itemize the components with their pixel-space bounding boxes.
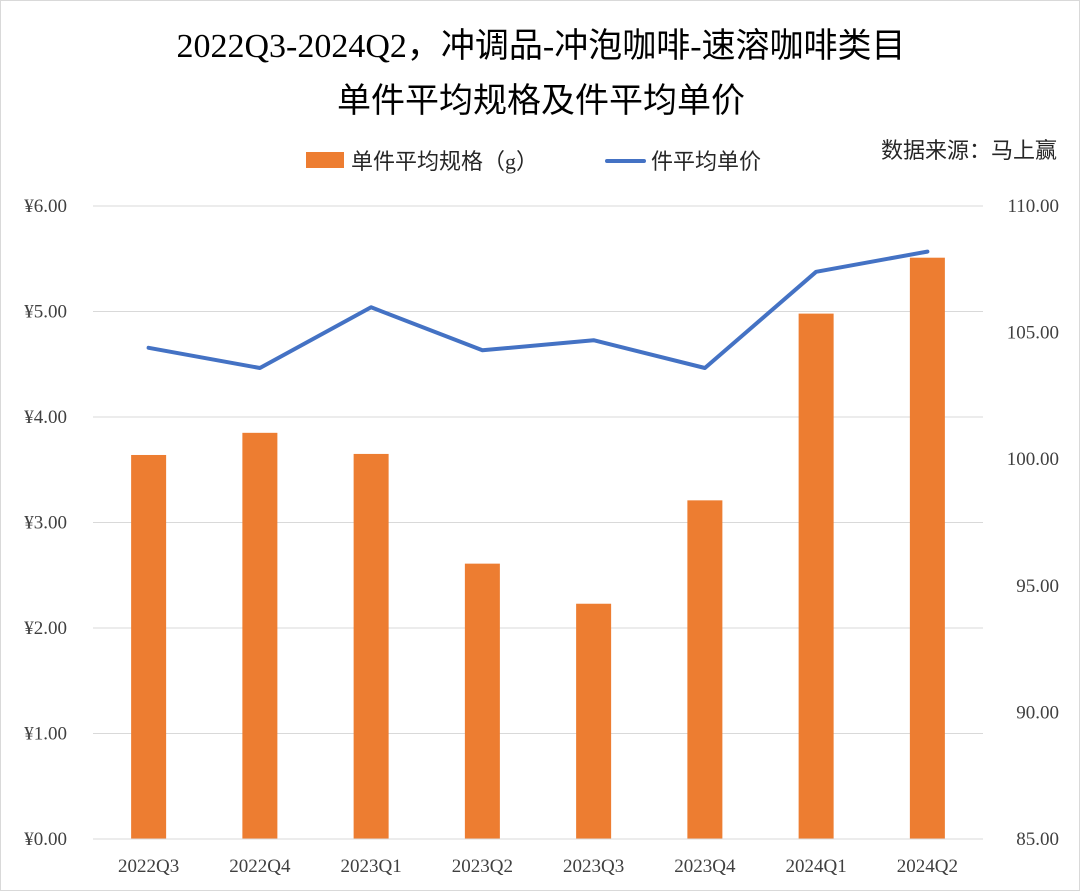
left-tick-label: ¥5.00 [24,302,67,323]
bar [354,454,389,839]
left-tick-label: ¥2.00 [24,618,67,639]
left-axis: ¥0.00 ¥1.00 ¥2.00 ¥3.00 ¥4.00 ¥5.00 ¥6.00 [24,196,67,850]
x-tick-label: 2023Q3 [563,856,624,877]
right-axis: 85.00 90.00 95.00 100.00 105.00 110.00 [1007,196,1059,850]
bar [131,455,166,839]
left-tick-label: ¥6.00 [24,196,67,217]
right-tick-label: 85.00 [1016,829,1059,850]
x-tick-label: 2022Q4 [229,856,291,877]
bar [910,258,945,839]
bar [799,314,834,839]
left-tick-label: ¥3.00 [24,513,67,534]
bar [242,433,277,839]
right-tick-label: 100.00 [1007,449,1059,470]
right-tick-label: 90.00 [1016,702,1059,723]
left-tick-label: ¥1.00 [24,724,67,745]
x-axis: 2022Q3 2022Q4 2023Q1 2023Q2 2023Q3 2023Q4 2024… [93,839,983,877]
left-tick-label: ¥4.00 [24,407,67,428]
bar [465,564,500,839]
grid [93,206,983,839]
bar [687,500,722,839]
chart-title: 2022Q3-2024Q2，冲调品-冲泡咖啡-速溶咖啡类目 [176,27,905,65]
x-tick-label: 2023Q1 [341,856,402,877]
x-tick-label: 2022Q3 [118,856,179,877]
legend-label-line: 件平均单价 [651,149,761,174]
left-tick-label: ¥0.00 [24,829,67,850]
bar [576,604,611,839]
chart-subtitle: 单件平均规格及件平均单价 [337,82,745,120]
data-source: 数据来源：马上赢 [881,138,1057,163]
right-tick-label: 105.00 [1007,323,1059,344]
x-tick-label: 2024Q2 [897,856,958,877]
legend-swatch-bar [306,152,344,168]
x-tick-label: 2024Q1 [786,856,847,877]
legend: 单件平均规格（g） 件平均单价 [306,149,761,174]
right-tick-label: 95.00 [1016,576,1059,597]
right-tick-label: 110.00 [1007,196,1059,217]
x-tick-label: 2023Q4 [674,856,736,877]
legend-label-bar: 单件平均规格（g） [351,149,538,174]
x-tick-label: 2023Q2 [452,856,513,877]
